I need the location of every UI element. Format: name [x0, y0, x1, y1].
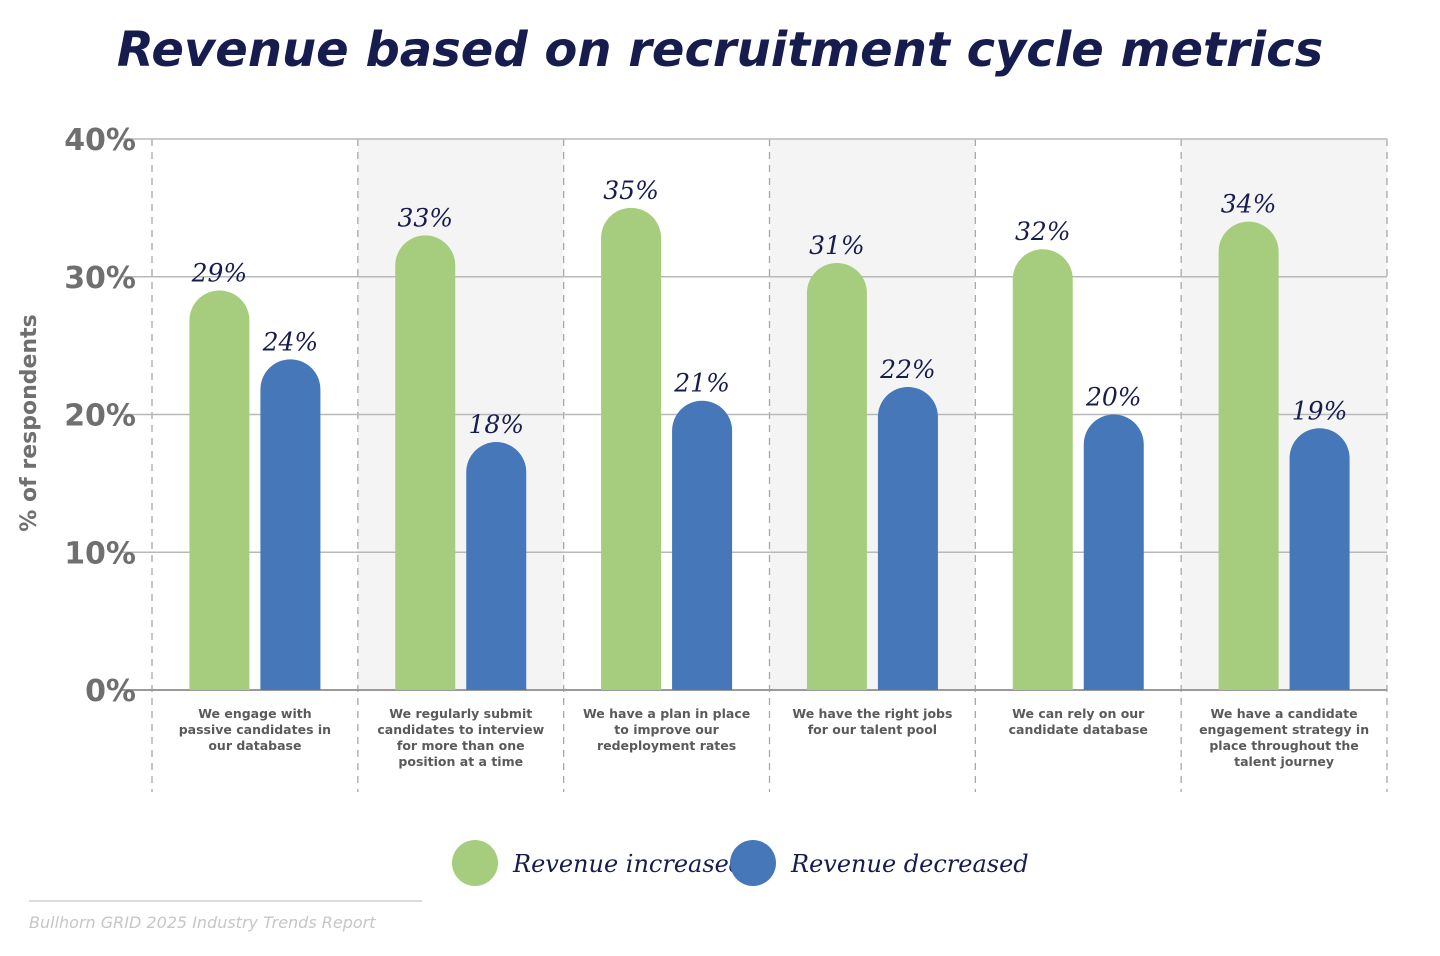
y-tick-label-0: 0% [85, 674, 136, 709]
bar-increased-1 [189, 290, 250, 690]
bar-increased-6 [1218, 221, 1279, 690]
legend-label-decreased: Revenue decreased [790, 850, 1029, 878]
legend: Revenue increased Revenue decreased [452, 840, 1029, 886]
bar-increased-3 [601, 207, 662, 691]
x-tick-label-4: We have the right jobs for our talent po… [792, 706, 953, 737]
y-axis-label: % of respondents [17, 314, 42, 531]
data-label-increased-3: 35% [603, 176, 659, 205]
x-tick-label-2: We regularly submit candidates to interv… [377, 706, 545, 769]
data-label-increased-5: 32% [1015, 217, 1071, 246]
legend-label-increased: Revenue increased [512, 850, 744, 878]
source-note: Bullhorn GRID 2025 Industry Trends Repor… [29, 913, 376, 932]
bar-decreased-5 [1083, 414, 1144, 690]
bars [189, 207, 1350, 691]
bar-increased-2 [395, 235, 456, 690]
x-tick-label-3: We have a plan in place to improve our r… [582, 706, 751, 753]
bar-decreased-3 [672, 400, 733, 690]
y-tick-label-30: 30% [64, 261, 136, 296]
bar-decreased-4 [877, 386, 938, 690]
bar-decreased-2 [466, 442, 527, 690]
data-label-increased-2: 33% [397, 203, 453, 232]
bar-decreased-6 [1289, 428, 1350, 690]
x-tick-label-5: We can rely on our candidate database [1008, 706, 1148, 737]
bar-increased-4 [806, 262, 867, 690]
y-tick-label-10: 10% [64, 536, 136, 571]
data-label-decreased-5: 20% [1085, 383, 1142, 412]
y-tick-label-20: 20% [64, 399, 136, 434]
y-tick-label-40: 40% [64, 123, 136, 158]
data-label-increased-4: 31% [809, 231, 865, 260]
data-labels: 29% 24% 33% 18% 35% 21% 31% 22% 32% 20% 34% 19% [191, 176, 1348, 439]
y-axis: 0% 10% 20% 30% 40% [64, 123, 136, 709]
x-tick-label-1: We engage with passive candidates in our… [178, 706, 332, 753]
legend-swatch-increased [452, 840, 498, 886]
gridlines [122, 138, 1387, 691]
data-label-increased-6: 34% [1221, 190, 1277, 219]
data-label-decreased-2: 18% [468, 410, 524, 439]
plot-background [151, 139, 1388, 792]
data-label-increased-1: 29% [191, 259, 248, 288]
x-tick-label-6: We have a candidate engagement strategy … [1199, 706, 1370, 769]
chart-title: Revenue based on recruitment cycle metri… [117, 22, 1323, 78]
legend-swatch-decreased [730, 840, 776, 886]
data-label-decreased-3: 21% [673, 369, 730, 398]
data-label-decreased-1: 24% [262, 327, 319, 356]
bar-increased-5 [1012, 249, 1073, 690]
data-label-decreased-4: 22% [879, 355, 936, 384]
bar-decreased-1 [260, 359, 321, 690]
data-label-decreased-6: 19% [1292, 396, 1348, 425]
